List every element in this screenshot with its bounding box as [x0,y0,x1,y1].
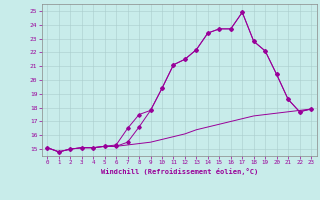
X-axis label: Windchill (Refroidissement éolien,°C): Windchill (Refroidissement éolien,°C) [100,168,258,175]
